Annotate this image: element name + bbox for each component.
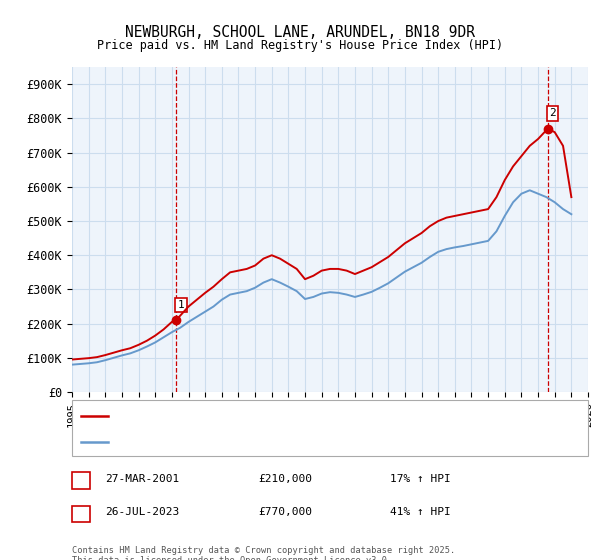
Text: 17% ↑ HPI: 17% ↑ HPI [390,474,451,484]
Text: 27-MAR-2001: 27-MAR-2001 [105,474,179,484]
Text: NEWBURGH, SCHOOL LANE, ARUNDEL, BN18 9DR: NEWBURGH, SCHOOL LANE, ARUNDEL, BN18 9DR [125,25,475,40]
Text: HPI: Average price, detached house, Arun: HPI: Average price, detached house, Arun [114,437,354,447]
Text: 1: 1 [178,300,184,310]
Text: Contains HM Land Registry data © Crown copyright and database right 2025.
This d: Contains HM Land Registry data © Crown c… [72,546,455,560]
Text: NEWBURGH, SCHOOL LANE, ARUNDEL, BN18 9DR (detached house): NEWBURGH, SCHOOL LANE, ARUNDEL, BN18 9DR… [114,411,456,421]
Text: Price paid vs. HM Land Registry's House Price Index (HPI): Price paid vs. HM Land Registry's House … [97,39,503,52]
Text: 1: 1 [77,474,85,484]
Text: £210,000: £210,000 [258,474,312,484]
Text: £770,000: £770,000 [258,507,312,517]
Text: 2: 2 [550,109,556,119]
Text: 2: 2 [77,507,85,517]
Text: 41% ↑ HPI: 41% ↑ HPI [390,507,451,517]
Text: 26-JUL-2023: 26-JUL-2023 [105,507,179,517]
